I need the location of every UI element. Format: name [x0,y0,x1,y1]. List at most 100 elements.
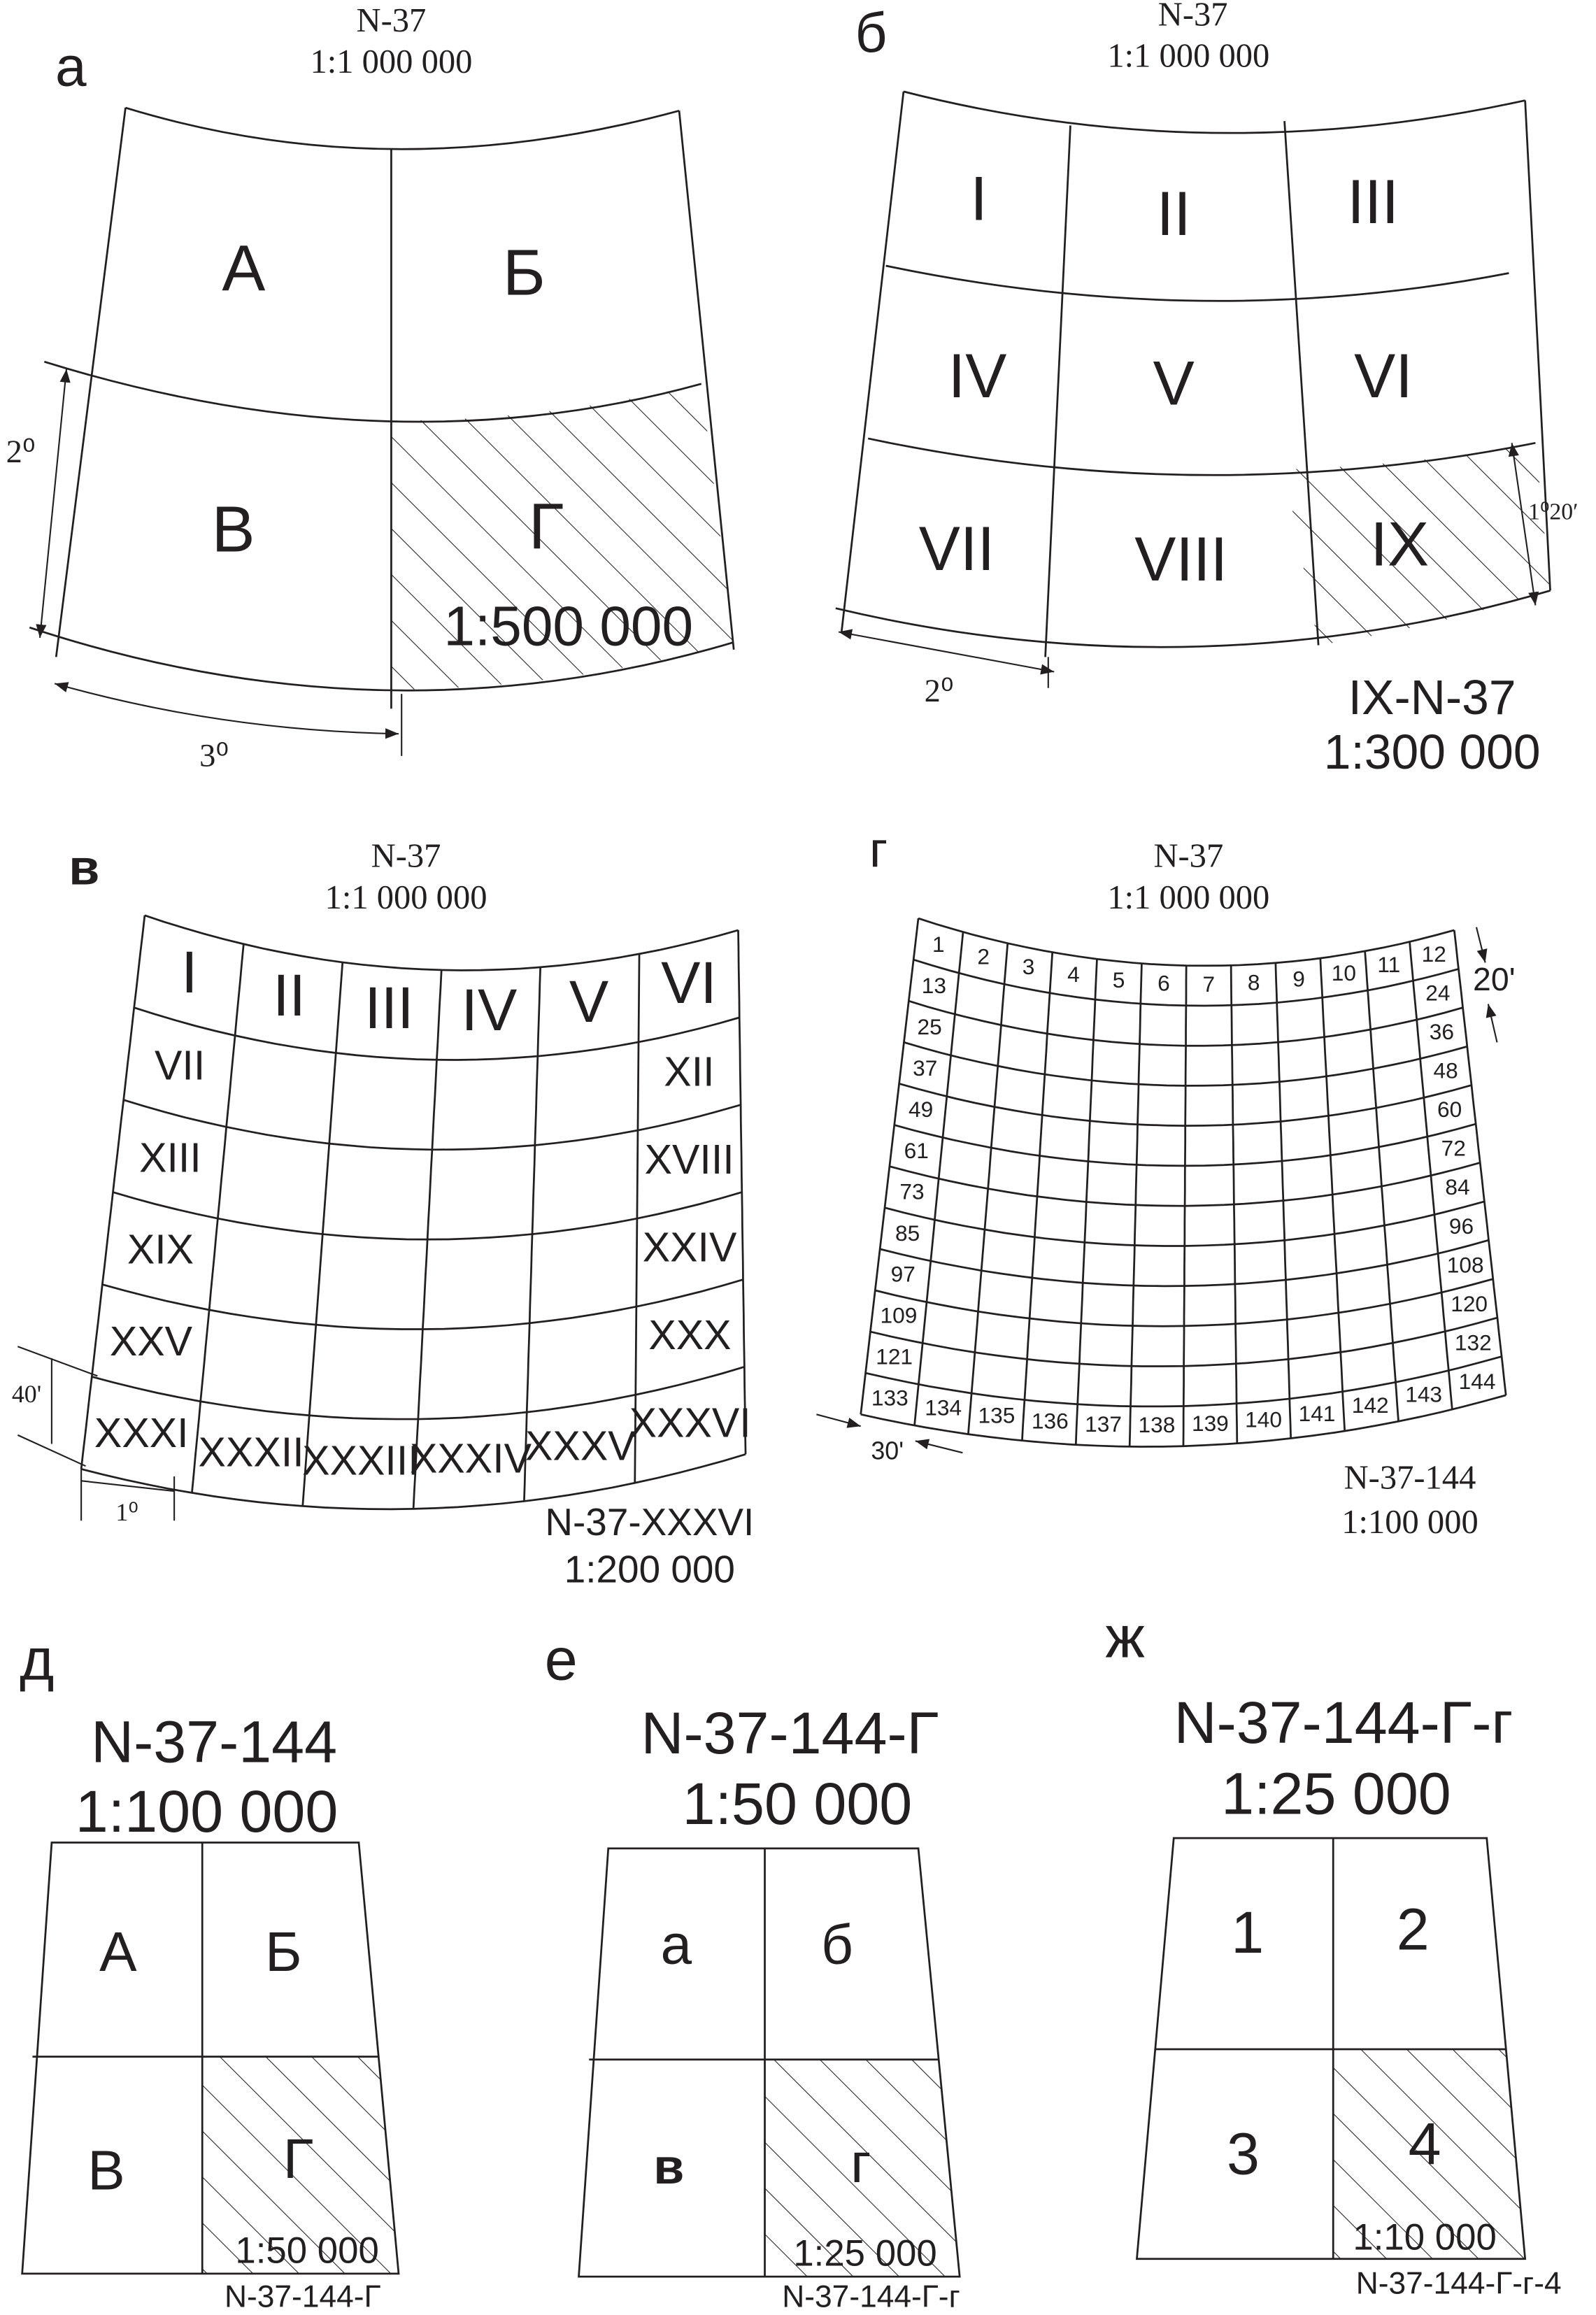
dimension [1475,927,1488,963]
meridian [1453,929,1507,1396]
meridian [301,962,344,1506]
sheet-label: 24 [1425,980,1450,1005]
sheet-label: 3 [1227,2121,1260,2187]
sheet-label: 10 [1332,960,1356,985]
meridian [1074,959,1098,1445]
sheet-label: б [821,1913,853,1976]
sheet-label: 135 [978,1403,1016,1428]
sheet-label: 140 [1245,1407,1282,1432]
sheet-label: 144 [1459,1369,1496,1394]
sheet-label: Б [503,236,546,308]
panel-letter: д [20,1626,54,1692]
sheet-label: II [273,962,306,1028]
parallel [918,917,1455,967]
panel-letter: е [545,1626,578,1692]
panel-zh: ж N-37-144-Г-г 1:25 000 1 2 3 4 1:10 000… [1105,1604,1561,2301]
sheet-label: А [99,1920,137,1983]
sheet-label: 5 [1113,967,1125,992]
meridian [1128,963,1143,1447]
sheet-label: В [212,493,255,566]
sheet-name: N-37-144-Г-г [1174,1690,1513,1755]
sheet-label: XIII [139,1134,201,1181]
sheet-scale: 1:1 000 000 [1107,37,1269,75]
hatch [764,2059,960,2277]
meridian [1409,941,1453,1410]
sheet-label: IV [462,977,518,1043]
panel-e: е N-37-144-Г 1:50 000 а б в г 1:25 000 N… [545,1626,961,2314]
sheet-label: 109 [881,1303,918,1328]
sheet-label: 7 [1202,971,1215,997]
sheet-label: III [1347,167,1399,236]
meridian [191,943,245,1493]
dimension [915,1439,963,1454]
sheet-label: 48 [1433,1058,1458,1083]
sheet-label: 9 [1292,966,1305,991]
sheet-label: XXXIV [410,1434,532,1481]
sheet-label: VIII [1134,525,1227,594]
meridian [1274,962,1292,1439]
sheet-frame [578,1847,961,2278]
sheet-name: N-37 [357,1,427,39]
sheet-label: IX [1370,510,1429,579]
sheet-label: 49 [909,1097,933,1122]
dimension [1485,1004,1498,1043]
panel-v: в N-37 1:1 000 000 N-37-XXXVI 1:200 000 … [12,837,754,1591]
dimension-label: 3⁰ [199,739,229,774]
sheet-label: 137 [1085,1411,1122,1437]
sheet-label: Г [283,2127,313,2190]
sheet-label: XXXIII [302,1437,420,1483]
sheet-label: V [1153,349,1195,418]
sheet-label: 132 [1455,1330,1492,1355]
sheet-label: I [970,164,988,234]
sheet-label: III [364,975,413,1041]
sheet-label: 85 [895,1220,920,1246]
panel-letter: ж [1105,1604,1145,1670]
sheet-label: а [661,1913,692,1976]
dimension [1508,443,1539,606]
sheet-label: 11 [1377,952,1400,977]
sheet-name: N-37 [371,837,441,875]
sheet-label: XXXI [94,1409,189,1456]
meridian [967,943,1009,1434]
sheet-label: XXX [648,1311,731,1358]
sheet-label: 1 [932,932,945,957]
sheet-label: 37 [913,1055,937,1081]
sheet-label: 2 [1397,1897,1430,1963]
selected-scale: 1:100 000 [1341,1503,1479,1541]
sheet-label: в [653,2139,684,2195]
meridian [412,969,443,1509]
sheet-label: 3 [1023,954,1035,979]
sheet-label: V [569,969,608,1034]
dimension-label: 1⁰ [115,1498,138,1526]
sheet-name: N-37 [1158,0,1228,33]
parallel [144,914,739,971]
panel-letter: в [69,839,99,895]
sheet-label: XXXII [199,1428,304,1475]
sheet-label: 1 [1231,1900,1264,1965]
meridian [1230,965,1239,1444]
meridian [80,915,146,1469]
sheet-label: 139 [1192,1411,1229,1436]
meridian [1364,950,1399,1422]
selected-name: N-37-144 [1344,1458,1476,1496]
sheet-label: Б [265,1920,302,1983]
hatch [202,2056,399,2274]
sheet-label: XII [664,1048,714,1095]
sheet-label: 8 [1248,970,1260,995]
dimension-label: 2⁰ [925,674,954,709]
selected-name: IX-N-37 [1348,670,1516,725]
hatch [391,383,734,690]
sheet-label: А [222,232,265,304]
sheet-label: 73 [899,1179,924,1204]
parallel [867,437,1536,476]
dimension [36,369,71,639]
sheet-label: II [1157,179,1191,248]
dimension-label: 30' [871,1437,904,1465]
hatch [1333,2049,1525,2259]
sheet-label: г [850,2131,871,2194]
panel-b: б N-37 1:1 000 000 I II III IV V VI VII … [835,0,1579,779]
meridian [1182,965,1188,1446]
sheet-frame [1135,1837,1527,2260]
sheet-label: 84 [1445,1174,1469,1199]
